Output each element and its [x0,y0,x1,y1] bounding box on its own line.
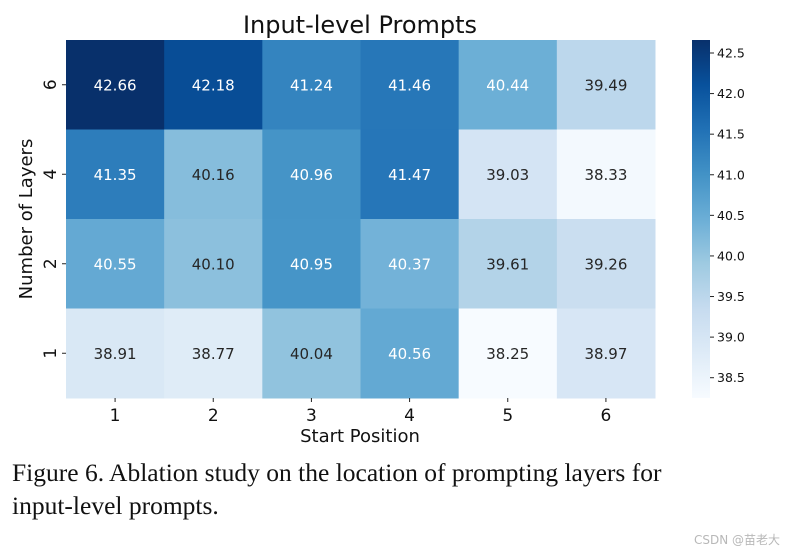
cell-value-label: 40.16 [192,166,235,184]
colorbar-tick-label: 40.5 [717,208,745,223]
cell-value-label: 42.18 [192,76,235,94]
y-axis-label: Number of Layers [16,139,37,300]
cell-value-label: 38.33 [584,166,627,184]
colorbar-tick-label: 39.5 [717,289,745,304]
heatmap-cell [262,308,361,399]
cell-value-label: 41.47 [388,166,431,184]
heatmap-cell [458,308,558,399]
cell-value-label: 41.35 [94,166,137,184]
cell-value-label: 39.49 [584,76,627,94]
cell-value-label: 41.24 [290,76,333,94]
heatmap-chart: Input-level Prompts 42.66 42.18 41.24 41.46… [16,11,745,447]
x-axis-ticks: 1 2 3 4 5 6 [110,398,612,426]
heatmap-cell [556,40,656,130]
cell-value-label: 39.03 [486,166,529,184]
caption-line-2: input-level prompts. [12,491,219,520]
colorbar-tick-label: 42.5 [717,45,745,60]
heatmap-cell [360,40,460,130]
chart-title: Input-level Prompts [243,11,477,39]
heatmap-cell [66,219,165,309]
cell-value-label: 41.46 [388,76,431,94]
cell-value-label: 40.10 [192,255,235,273]
heatmap-cell [262,129,361,220]
cell-value-label: 40.37 [388,255,431,273]
cell-value-label: 38.77 [192,345,235,363]
y-axis-ticks: 6 4 2 1 [41,79,66,359]
heatmap-cell [556,129,656,220]
heatmap-cell [262,40,361,130]
cell-value-label: 39.61 [486,255,529,273]
colorbar-tick-label: 40.0 [717,248,745,263]
heatmap-cell [164,40,263,130]
colorbar-tick-label: 41.5 [717,127,745,142]
heatmap-cell [458,40,558,130]
cell-value-label: 38.91 [94,345,137,363]
x-tick-label: 5 [502,406,513,426]
x-tick-label: 6 [601,406,612,426]
cell-value-label: 40.56 [388,345,431,363]
heatmap-cell [66,129,165,220]
heatmap-cell [556,219,656,309]
cell-value-label: 38.25 [486,345,529,363]
y-tick-label: 6 [41,79,61,90]
heatmap-cell [66,308,165,399]
heatmap-cell [458,129,558,220]
cell-value-label: 40.04 [290,345,333,363]
x-tick-label: 4 [404,406,415,426]
colorbar-tick-label: 41.0 [717,167,745,182]
figure-caption: Figure 6. Ablation study on the location… [12,456,772,522]
heatmap-cell [360,308,460,399]
colorbar-tick-label: 42.0 [717,86,745,101]
colorbar [692,40,710,398]
heatmap-cell [164,219,263,309]
cell-value-label: 38.97 [584,345,627,363]
colorbar-ticks: 38.5 39.0 39.5 40.0 40.5 41.0 41.5 42.0 42.5 [710,45,745,385]
colorbar-tick-label: 38.5 [717,370,745,385]
heatmap-cell [164,308,263,399]
watermark: CSDN @苗老大 [694,533,781,547]
x-tick-label: 3 [306,406,317,426]
heatmap-cell [360,129,460,220]
heatmap-cell [458,219,558,309]
cell-value-label: 39.26 [584,255,627,273]
cell-value-label: 40.55 [94,255,137,273]
cell-value-label: 40.95 [290,255,333,273]
x-axis-label: Start Position [300,426,420,447]
cell-value-label: 40.44 [486,76,529,94]
colorbar-tick-label: 39.0 [717,330,745,345]
heatmap-cell [360,219,460,309]
heatmap-cell [556,308,656,399]
heatmap-cell [66,40,165,130]
cell-value-label: 42.66 [94,76,137,94]
caption-line-1: Figure 6. Ablation study on the location… [12,458,662,487]
y-tick-label: 1 [41,348,61,359]
cell-value-label: 40.96 [290,166,333,184]
y-tick-label: 2 [41,258,61,269]
heatmap-cells: 42.66 42.18 41.24 41.46 40.44 39.49 41.35 40.16… [66,40,656,399]
y-tick-label: 4 [41,169,61,180]
x-tick-label: 2 [208,406,219,426]
heatmap-cell [262,219,361,309]
heatmap-cell [164,129,263,220]
x-tick-label: 1 [110,406,121,426]
